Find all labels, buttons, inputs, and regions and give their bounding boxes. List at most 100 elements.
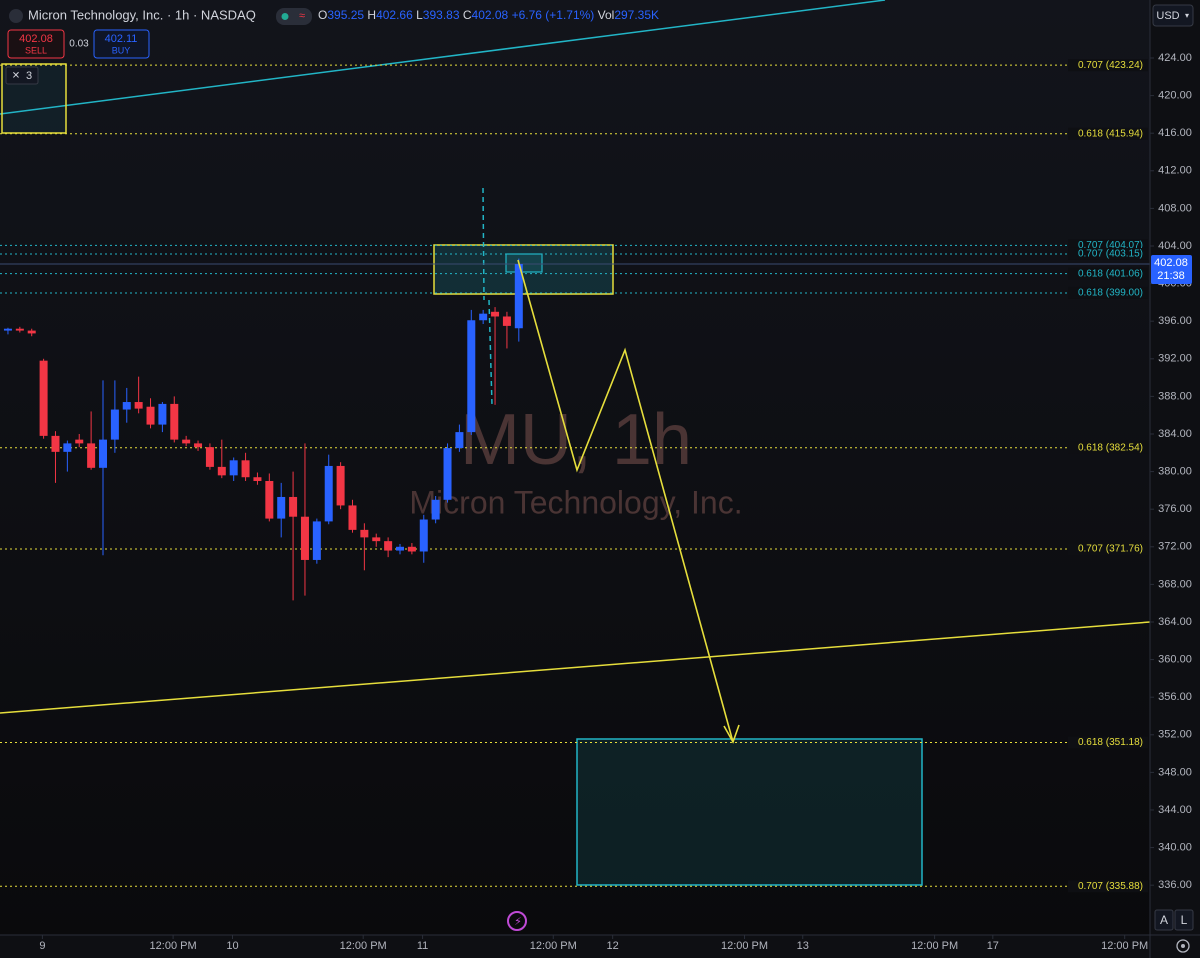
candle-body <box>122 402 131 410</box>
dashed-line[interactable] <box>482 187 485 301</box>
ohlc-key: H <box>367 8 376 22</box>
ai-assistant-button[interactable] <box>507 911 527 931</box>
fib-label-bg <box>1068 247 1148 260</box>
volume-key: Vol <box>598 8 615 22</box>
candle-body <box>277 496 286 519</box>
candle-body <box>182 439 191 444</box>
candle-body <box>194 443 203 448</box>
log-scale-button[interactable] <box>1174 909 1194 931</box>
fib-label-bg <box>1068 543 1148 556</box>
candle-body <box>419 519 428 552</box>
candle-body <box>443 448 452 500</box>
y-tick-label: 352.00 <box>1158 729 1192 741</box>
settings-dot <box>1181 944 1185 948</box>
buy-button[interactable] <box>93 29 150 59</box>
fib-level-label: 0.618 (415.94) <box>1078 128 1143 139</box>
symbol-logo[interactable] <box>9 9 23 23</box>
x-tick-label: 10 <box>226 940 238 952</box>
x-tick-label: 17 <box>987 940 999 952</box>
countdown-label: 21:38 <box>1157 270 1185 282</box>
fib-label-bg <box>1068 736 1148 749</box>
drawing-badge[interactable] <box>5 66 39 85</box>
badge-icon: ✕ <box>12 71 20 82</box>
ohlc-key: C <box>463 8 472 22</box>
x-tick-label: 12:00 PM <box>340 940 387 952</box>
y-tick-label: 364.00 <box>1158 616 1192 628</box>
fib-label-bg <box>1068 127 1148 140</box>
y-tick-label: 356.00 <box>1158 691 1192 703</box>
candle-body <box>110 409 119 440</box>
candles <box>3 258 523 601</box>
sell-button[interactable] <box>7 29 65 59</box>
y-tick-label: 360.00 <box>1158 653 1192 665</box>
y-tick-label: 384.00 <box>1158 428 1192 440</box>
x-tick-label: 12 <box>607 940 619 952</box>
candle-body <box>348 505 357 530</box>
fib-level-label: 0.707 (335.88) <box>1078 881 1143 892</box>
candle-body <box>384 541 393 551</box>
sell-price: 402.08 <box>19 33 53 45</box>
settings-button[interactable] <box>1176 939 1190 953</box>
candle-body <box>502 316 511 326</box>
candle-body <box>265 480 274 519</box>
x-tick-label: 12:00 PM <box>1101 940 1148 952</box>
candle-body <box>312 521 321 560</box>
y-tick-label: 424.00 <box>1158 52 1192 64</box>
candle-body <box>431 499 440 520</box>
projection-arrow[interactable] <box>517 259 740 744</box>
y-tick-label: 348.00 <box>1158 766 1192 778</box>
trendline[interactable] <box>0 0 886 115</box>
candle-body <box>360 529 369 538</box>
y-tick-label: 396.00 <box>1158 315 1192 327</box>
last-price-box <box>1151 255 1192 285</box>
currency-caret: ▾ <box>1185 11 1189 20</box>
fib-level-label: 0.707 (404.07) <box>1078 240 1143 251</box>
candle-body <box>253 477 262 481</box>
x-tick-label: 12:00 PM <box>911 940 958 952</box>
buy-price: 402.11 <box>105 33 138 45</box>
time-axis[interactable] <box>0 935 1150 958</box>
auto-scale-button[interactable] <box>1154 909 1174 931</box>
zone-box[interactable] <box>433 244 614 295</box>
y-tick-label: 416.00 <box>1158 127 1192 139</box>
candle-body <box>407 546 416 552</box>
currency-button[interactable] <box>1152 4 1194 27</box>
candle-body <box>324 465 333 522</box>
x-tick-label: 11 <box>417 940 428 952</box>
projection-path[interactable] <box>517 259 734 743</box>
status-pill[interactable] <box>276 8 312 25</box>
symbol-title[interactable]: Micron Technology, Inc. · 1h · NASDAQ <box>28 7 256 22</box>
trendline[interactable] <box>0 621 1151 714</box>
buy-label: BUY <box>112 45 131 55</box>
fib-level-label: 0.618 (382.54) <box>1078 442 1143 453</box>
candle-body <box>289 496 298 517</box>
y-tick-label: 376.00 <box>1158 503 1192 515</box>
candle-body <box>146 406 155 425</box>
target-box[interactable] <box>576 738 923 886</box>
candle-body <box>99 439 108 468</box>
axis-labels: 336.00 340.00 344.00 348.00 352.00 356.00 360.… <box>39 52 1192 952</box>
y-tick-label: 412.00 <box>1158 165 1192 177</box>
scale-button-label: L <box>1181 913 1188 927</box>
candle-body <box>336 465 345 506</box>
fib-levels: 0.707 (423.24) 0.618 (415.94) 0.707 (404.0… <box>0 59 1150 893</box>
y-tick-label: 388.00 <box>1158 390 1192 402</box>
candle-body <box>455 432 464 449</box>
y-tick-label: 336.00 <box>1158 879 1192 891</box>
zone-box[interactable] <box>505 253 543 273</box>
price-axis[interactable] <box>1150 0 1200 958</box>
candle-body <box>491 311 500 317</box>
candle-body <box>205 447 214 467</box>
fib-level-label: 0.618 (399.00) <box>1078 288 1143 299</box>
fib-level-label: 0.618 (401.06) <box>1078 268 1143 279</box>
ohlc-value: 402.08 <box>472 8 509 22</box>
candle-body <box>75 439 84 444</box>
badge-count: 3 <box>26 70 32 82</box>
fib-label-bg <box>1068 880 1148 893</box>
candle-body <box>39 360 48 436</box>
candle-body <box>3 328 12 331</box>
y-tick-label: 420.00 <box>1158 90 1192 102</box>
